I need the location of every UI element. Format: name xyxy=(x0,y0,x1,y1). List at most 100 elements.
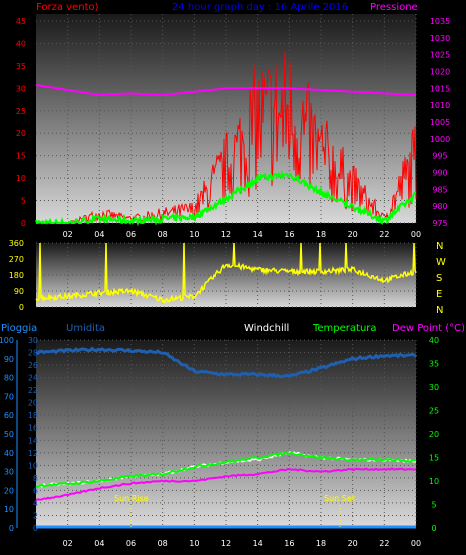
label-dewpoint: Dew Point (°C) xyxy=(392,323,465,334)
x-tick-label-wind: 16 xyxy=(284,230,294,239)
sunrise-label: Sun Rise xyxy=(114,494,149,503)
rain-tick-label: 0 xyxy=(9,524,14,533)
pressure-tick-label: 985 xyxy=(432,185,447,194)
wind-tick-label: 30 xyxy=(16,84,26,93)
pressure-tick-label: 1025 xyxy=(430,51,450,60)
temperature-tick-label: 15 xyxy=(429,454,439,463)
wind-tick-label: 5 xyxy=(21,197,26,206)
direction-tick-label: 180 xyxy=(9,271,24,280)
label-temperatura: Temperatura xyxy=(312,323,377,334)
wind-direction-line xyxy=(35,242,417,305)
label-windchill: Windchill xyxy=(244,323,289,334)
x-tick-label-temp: 00 xyxy=(411,539,421,548)
pressure-tick-label: 1015 xyxy=(430,84,450,93)
compass-w: W xyxy=(436,257,446,268)
x-tick-label-wind: 00 xyxy=(411,230,421,239)
humidity-tick-label: 28 xyxy=(28,349,38,358)
wind-tick-label: 25 xyxy=(16,107,26,116)
x-tick-label-temp: 14 xyxy=(253,539,263,548)
pressure-tick-label: 980 xyxy=(432,202,447,211)
wind-average-line xyxy=(35,169,417,227)
wind-tick-label: 15 xyxy=(16,152,26,161)
pressure-tick-label: 1010 xyxy=(430,101,450,110)
temperature-line xyxy=(35,451,416,488)
pressure-tick-label: 995 xyxy=(432,152,447,161)
x-tick-label-temp: 16 xyxy=(284,539,294,548)
temperature-tick-label: 0 xyxy=(431,524,436,533)
x-tick-label-wind: 02 xyxy=(63,230,73,239)
x-tick-label-temp: 08 xyxy=(158,539,168,548)
rain-tick-label: 10 xyxy=(4,505,14,514)
compass-n-bottom: N xyxy=(436,305,443,316)
x-tick-label-wind: 12 xyxy=(221,230,231,239)
humidity-tick-label: 18 xyxy=(28,411,38,420)
rain-tick-label: 50 xyxy=(4,430,14,439)
pressure-line xyxy=(35,84,417,97)
rain-tick-label: 30 xyxy=(4,468,14,477)
compass-e: E xyxy=(436,289,442,300)
humidity-tick-label: 10 xyxy=(28,461,38,470)
x-tick-label-wind: 18 xyxy=(316,230,326,239)
wind-tick-label: 40 xyxy=(16,39,26,48)
humidity-line xyxy=(35,346,418,379)
rain-tick-label: 20 xyxy=(4,486,14,495)
compass-n-top: N xyxy=(436,241,443,252)
humidity-tick-label: 30 xyxy=(28,336,38,345)
temperature-tick-label: 35 xyxy=(429,360,439,369)
wind-tick-label: 45 xyxy=(16,17,26,26)
humidity-tick-label: 6 xyxy=(33,486,38,495)
x-tick-label-wind: 22 xyxy=(379,230,389,239)
x-tick-label-temp: 04 xyxy=(94,539,104,548)
temperature-tick-label: 25 xyxy=(429,407,439,416)
x-tick-label-temp: 06 xyxy=(126,539,136,548)
x-tick-label-wind: 08 xyxy=(158,230,168,239)
direction-tick-label: 270 xyxy=(9,255,24,264)
x-tick-label-wind: 06 xyxy=(126,230,136,239)
temperature-tick-label: 5 xyxy=(431,501,436,510)
pressure-axis-title: Pressione xyxy=(370,2,418,13)
x-tick-label-temp: 10 xyxy=(189,539,199,548)
humidity-tick-label: 26 xyxy=(28,361,38,370)
compass-s: S xyxy=(436,273,442,284)
humidity-tick-label: 4 xyxy=(33,499,38,508)
x-tick-label-wind: 10 xyxy=(189,230,199,239)
sunset-label: Sun Set xyxy=(324,494,355,503)
x-tick-label-temp: 02 xyxy=(63,539,73,548)
pressure-tick-label: 990 xyxy=(432,169,447,178)
pressure-tick-label: 1035 xyxy=(430,17,450,26)
x-tick-label-wind: 14 xyxy=(253,230,263,239)
rain-tick-label: 60 xyxy=(4,411,14,420)
pressure-tick-label: 975 xyxy=(432,219,447,228)
humidity-tick-label: 16 xyxy=(28,424,38,433)
wind-tick-label: 10 xyxy=(16,174,26,183)
rain-tick-label: 80 xyxy=(4,374,14,383)
direction-tick-label: 90 xyxy=(14,287,24,296)
dewpoint-line xyxy=(35,467,417,501)
humidity-tick-label: 20 xyxy=(28,399,38,408)
temperature-tick-label: 10 xyxy=(429,477,439,486)
x-tick-label-temp: 18 xyxy=(316,539,326,548)
pressure-tick-label: 1005 xyxy=(430,118,450,127)
chart-title: 24 hour graph day : 16 Aprile 2016 xyxy=(172,2,348,13)
rain-tick-label: 40 xyxy=(4,449,14,458)
humidity-tick-label: 12 xyxy=(28,449,38,458)
pressure-tick-label: 1030 xyxy=(430,34,450,43)
humidity-tick-label: 14 xyxy=(28,436,38,445)
rain-tick-label: 90 xyxy=(4,355,14,364)
label-pioggia: Pioggia xyxy=(1,323,37,334)
direction-tick-label: 0 xyxy=(19,303,24,312)
temperature-tick-label: 20 xyxy=(429,430,439,439)
wind-tick-label: 35 xyxy=(16,62,26,71)
wind-axis-title: Forza vento) xyxy=(36,2,99,13)
direction-tick-label: 360 xyxy=(9,239,24,248)
temperature-tick-label: 40 xyxy=(429,336,439,345)
pressure-tick-label: 1000 xyxy=(430,135,450,144)
wind-tick-label: 20 xyxy=(16,129,26,138)
humidity-tick-label: 22 xyxy=(28,386,38,395)
humidity-tick-label: 8 xyxy=(33,474,38,483)
temperature-tick-label: 30 xyxy=(429,383,439,392)
x-tick-label-wind: 20 xyxy=(348,230,358,239)
humidity-tick-label: 2 xyxy=(33,511,38,520)
